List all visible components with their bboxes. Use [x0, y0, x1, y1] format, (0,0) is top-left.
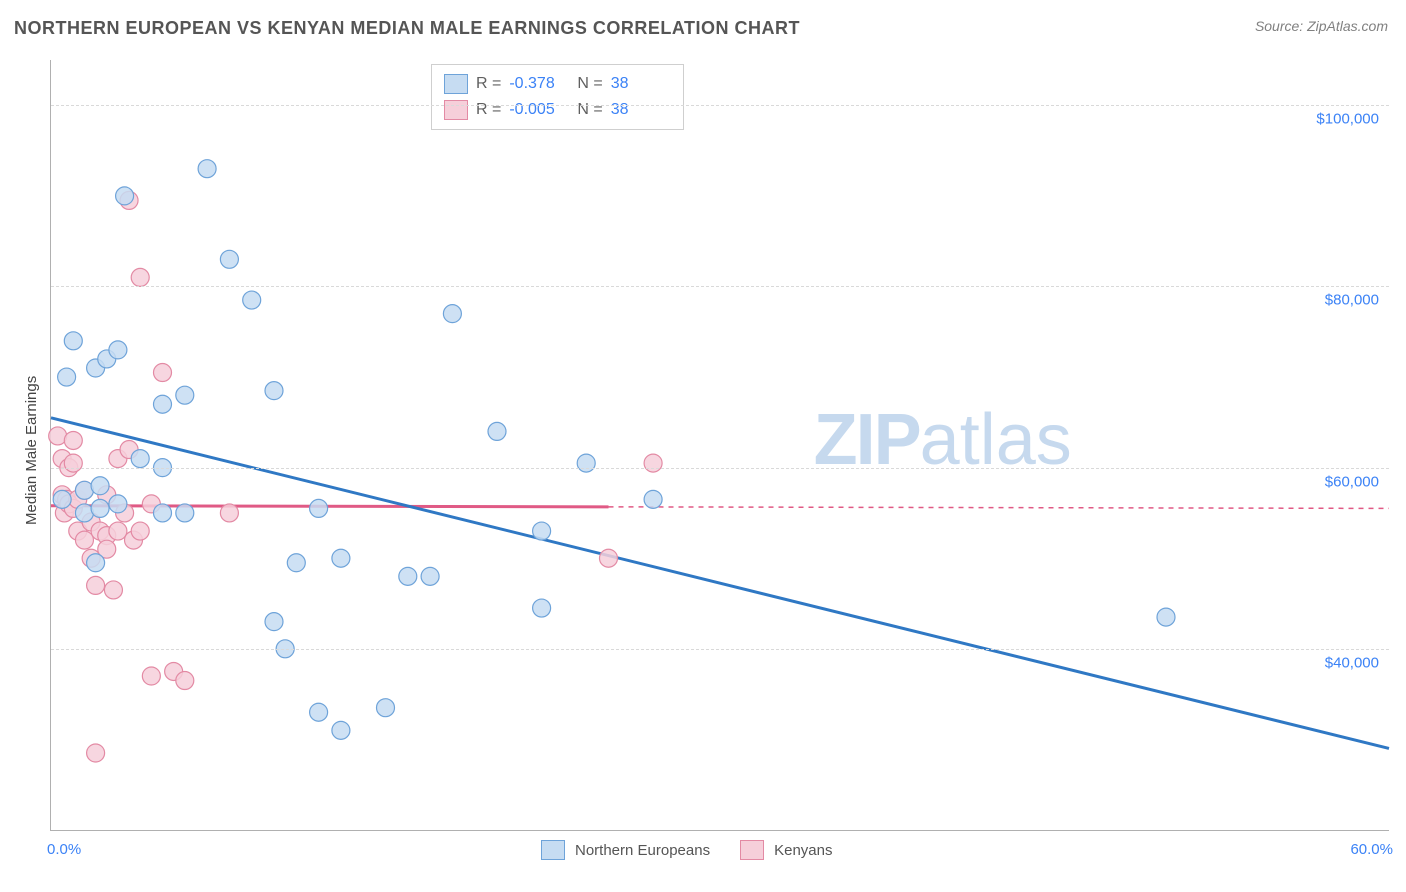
y-tick-label: $100,000 [1279, 111, 1379, 128]
data-point [131, 522, 149, 540]
gridline [51, 105, 1389, 106]
data-point [243, 291, 261, 309]
n-value: 38 [611, 71, 671, 97]
data-point [220, 504, 238, 522]
y-axis-label: Median Male Earnings [23, 376, 40, 525]
y-tick-label: $40,000 [1279, 654, 1379, 671]
data-point [75, 531, 93, 549]
data-point [533, 522, 551, 540]
gridline [51, 286, 1389, 287]
data-point [488, 422, 506, 440]
legend-swatch [444, 100, 468, 120]
stats-row: R = -0.005 N = 38 [444, 97, 671, 123]
data-point [332, 721, 350, 739]
data-point [198, 160, 216, 178]
data-point [421, 567, 439, 585]
legend-swatch [541, 840, 565, 860]
scatter-plot-area: ZIPatlas R =-0.378N =38R =-0.005N =38 No… [50, 60, 1389, 831]
data-point [265, 382, 283, 400]
data-point [58, 368, 76, 386]
data-point [265, 613, 283, 631]
chart-title: NORTHERN EUROPEAN VS KENYAN MEDIAN MALE … [14, 18, 800, 39]
data-point [310, 499, 328, 517]
data-point [644, 454, 662, 472]
source-attribution: Source: ZipAtlas.com [1255, 18, 1388, 34]
data-point [399, 567, 417, 585]
data-point [87, 554, 105, 572]
data-point [142, 667, 160, 685]
n-value: 38 [611, 97, 671, 123]
data-point [87, 744, 105, 762]
plot-svg [51, 60, 1389, 830]
data-point [116, 187, 134, 205]
correlation-stats-legend: R = -0.378 N = 38 R = -0.005 N = 38 [431, 64, 684, 130]
data-point [220, 250, 238, 268]
gridline [51, 468, 1389, 469]
y-tick-label: $60,000 [1279, 473, 1379, 490]
data-point [131, 268, 149, 286]
data-point [109, 495, 127, 513]
data-point [332, 549, 350, 567]
r-label: R = [476, 71, 501, 97]
r-label: R = [476, 97, 501, 123]
data-point [443, 305, 461, 323]
data-point [64, 431, 82, 449]
data-point [154, 364, 172, 382]
data-point [600, 549, 618, 567]
r-value: -0.005 [509, 97, 569, 123]
data-point [533, 599, 551, 617]
data-point [87, 576, 105, 594]
legend-swatch [444, 74, 468, 94]
data-point [1157, 608, 1175, 626]
r-value: -0.378 [509, 71, 569, 97]
data-point [64, 332, 82, 350]
data-point [310, 703, 328, 721]
data-point [577, 454, 595, 472]
n-label: N = [577, 97, 602, 123]
legend-series-name: Kenyans [774, 842, 832, 859]
data-point [287, 554, 305, 572]
data-point [104, 581, 122, 599]
legend-swatch [740, 840, 764, 860]
data-point [91, 477, 109, 495]
gridline [51, 649, 1389, 650]
n-label: N = [577, 71, 602, 97]
data-point [53, 490, 71, 508]
data-point [91, 499, 109, 517]
x-tick-label-min: 0.0% [47, 841, 81, 858]
data-point [176, 504, 194, 522]
series-legend: Northern Europeans Kenyans [541, 840, 852, 860]
data-point [176, 386, 194, 404]
data-point [109, 522, 127, 540]
legend-series-name: Northern Europeans [575, 842, 710, 859]
data-point [377, 699, 395, 717]
x-tick-label-max: 60.0% [1350, 841, 1393, 858]
data-point [154, 395, 172, 413]
stats-row: R = -0.378 N = 38 [444, 71, 671, 97]
data-point [154, 504, 172, 522]
data-point [176, 672, 194, 690]
data-point [109, 341, 127, 359]
data-point [644, 490, 662, 508]
data-point [131, 450, 149, 468]
y-tick-label: $80,000 [1279, 292, 1379, 309]
data-point [64, 454, 82, 472]
